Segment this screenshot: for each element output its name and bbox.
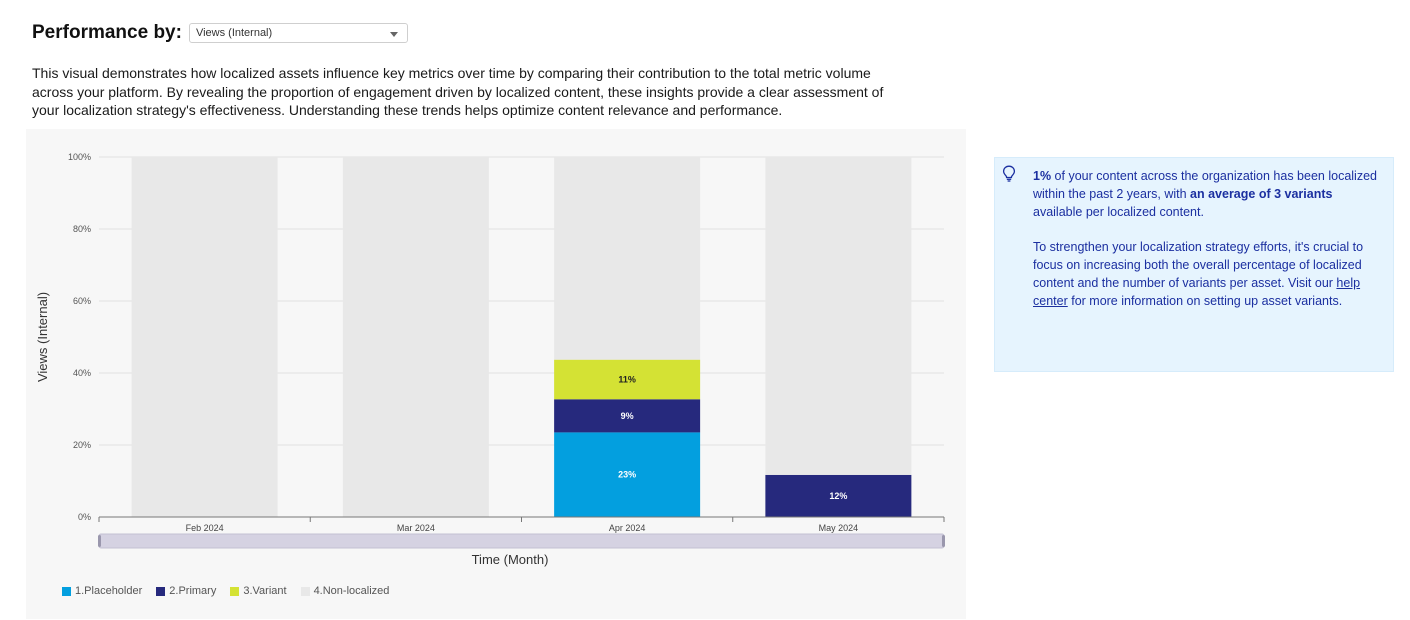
stacked-bar-chart: 0% 20% 40% 60% 80% 100% 23% 9% 11% 12% Feb 2024 Mar…: [35, 152, 945, 567]
x-tick-label: Apr 2024: [609, 523, 646, 533]
legend-swatch: [230, 586, 240, 596]
legend-label: 4.Non-localized: [313, 585, 390, 597]
help-center-link[interactable]: help center: [1033, 276, 1361, 308]
y-tick-label: 60%: [73, 296, 91, 306]
chart-legend: 1.Placeholder 2.Primary 3.Variant 4.Non-loc…: [62, 585, 403, 597]
legend-swatch: [156, 586, 166, 596]
y-axis-title: Views (Internal): [35, 292, 50, 382]
insight-text-1: of your content across the organization …: [1033, 169, 1377, 201]
y-tick-label: 20%: [73, 440, 91, 450]
header: Performance by: Views (Internal): [32, 22, 408, 44]
range-handle-right: [942, 535, 945, 547]
bar-segment: [554, 359, 701, 400]
bar-data-label: 12%: [829, 491, 847, 501]
bar-segment: [554, 399, 701, 433]
bar-segment: [554, 432, 701, 517]
chevron-down-icon: [389, 32, 398, 37]
bar-segment: [765, 157, 912, 475]
legend-label: 1.Placeholder: [75, 585, 143, 597]
insight-text: 1% of your content across the organizati…: [1033, 167, 1383, 310]
legend-item[interactable]: 1.Placeholder: [62, 585, 142, 597]
y-tick-label: 80%: [73, 224, 91, 234]
insight-panel: 1% of your content across the organizati…: [994, 157, 1394, 372]
insight-para2-a: To strengthen your localization strategy…: [1033, 240, 1364, 290]
y-tick-label: 100%: [68, 152, 91, 162]
lightbulb-icon: [1002, 165, 1016, 182]
metric-select[interactable]: Views (Internal): [188, 23, 408, 43]
insight-para2-b: for more information on setting up asset…: [1067, 294, 1343, 308]
insight-highlight: 1%: [1033, 169, 1052, 183]
bar-data-label: 9%: [621, 411, 634, 421]
range-scrollbar: [98, 533, 945, 549]
page-title: Performance by:: [32, 22, 182, 43]
chart-description: This visual demonstrates how localized a…: [32, 65, 884, 118]
y-tick-label: 0%: [78, 512, 91, 522]
insight-paragraph-2: To strengthen your localization strategy…: [1033, 238, 1383, 310]
bar-data-label: 11%: [618, 374, 636, 384]
legend-label: 3.Variant: [243, 585, 287, 597]
legend-label: 2.Primary: [169, 585, 217, 597]
legend-item[interactable]: 4.Non-localized: [300, 585, 390, 597]
bar-data-label: 23%: [618, 470, 636, 480]
chart-panel: 0% 20% 40% 60% 80% 100% 23% 9% 11% 12% Feb 2024 Mar…: [26, 129, 966, 619]
bar-segment: [131, 157, 278, 517]
bar-segment: [554, 157, 701, 360]
legend-item[interactable]: 3.Variant: [230, 585, 287, 597]
insight-paragraph-1: 1% of your content across the organizati…: [1033, 167, 1383, 221]
x-tick-label: Feb 2024: [186, 523, 224, 533]
legend-swatch: [62, 586, 71, 596]
x-axis-title: Time (Month): [472, 552, 549, 567]
insight-text-2: available per localized content.: [1033, 205, 1204, 219]
insight-bold: an average of 3 variants: [1190, 187, 1333, 201]
bar-segment: [342, 157, 489, 517]
x-tick-label: Mar 2024: [397, 523, 435, 533]
metric-select-value: Views (Internal): [195, 27, 273, 39]
legend-swatch: [300, 586, 310, 596]
range-handle-left: [98, 535, 101, 547]
legend-item[interactable]: 2.Primary: [156, 585, 216, 597]
bar-segment: [765, 474, 912, 517]
y-tick-label: 40%: [73, 368, 91, 378]
x-tick-label: May 2024: [819, 523, 859, 533]
